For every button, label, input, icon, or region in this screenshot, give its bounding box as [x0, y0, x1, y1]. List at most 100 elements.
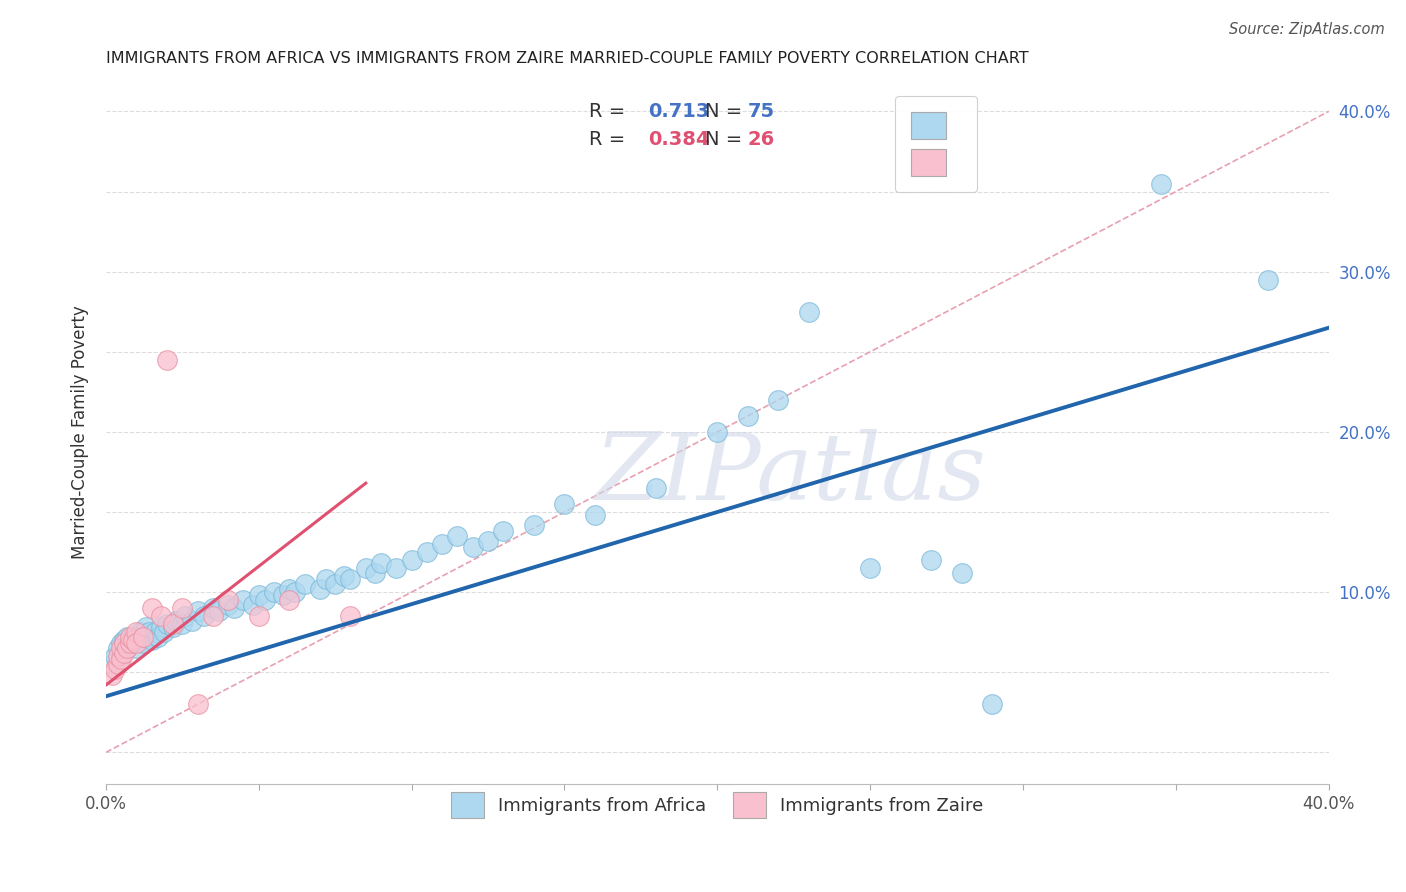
- Y-axis label: Married-Couple Family Poverty: Married-Couple Family Poverty: [72, 305, 89, 558]
- Text: R =: R =: [589, 129, 631, 149]
- Point: [217, 598, 239, 612]
- Point: [107, 649, 129, 664]
- Legend: Immigrants from Africa, Immigrants from Zaire: Immigrants from Africa, Immigrants from …: [444, 785, 991, 825]
- Point: [112, 636, 135, 650]
- Point: [278, 582, 301, 596]
- Point: [110, 641, 132, 656]
- Point: [120, 633, 142, 648]
- Point: [201, 601, 224, 615]
- Point: [981, 698, 1004, 712]
- Point: [141, 633, 163, 648]
- Point: [401, 553, 423, 567]
- Point: [110, 649, 132, 664]
- Point: [112, 641, 135, 656]
- Text: 0.713: 0.713: [648, 102, 709, 120]
- Point: [131, 630, 153, 644]
- Point: [354, 561, 377, 575]
- Point: [278, 593, 301, 607]
- Point: [271, 588, 294, 602]
- Point: [201, 609, 224, 624]
- Point: [117, 641, 139, 656]
- Point: [135, 630, 157, 644]
- Point: [143, 625, 166, 640]
- Point: [112, 646, 135, 660]
- Point: [162, 617, 184, 632]
- Point: [125, 633, 148, 648]
- Point: [101, 657, 124, 672]
- Point: [315, 572, 337, 586]
- Point: [323, 577, 346, 591]
- Point: [253, 593, 276, 607]
- Point: [242, 598, 264, 612]
- Point: [180, 614, 202, 628]
- Point: [217, 593, 239, 607]
- Point: [797, 304, 820, 318]
- Point: [174, 609, 197, 624]
- Point: [432, 537, 454, 551]
- Point: [416, 545, 439, 559]
- Point: [370, 556, 392, 570]
- Point: [224, 601, 246, 615]
- Point: [553, 497, 575, 511]
- Point: [125, 625, 148, 640]
- Point: [153, 625, 176, 640]
- Point: [492, 524, 515, 539]
- Text: 75: 75: [748, 102, 775, 120]
- Point: [117, 641, 139, 656]
- Point: [138, 625, 160, 640]
- Point: [920, 553, 942, 567]
- Point: [156, 617, 179, 632]
- Point: [117, 630, 139, 644]
- Point: [364, 566, 387, 580]
- Point: [172, 617, 194, 632]
- Point: [128, 625, 150, 640]
- Point: [122, 630, 145, 644]
- Point: [110, 636, 132, 650]
- Point: [162, 620, 184, 634]
- Text: N =: N =: [706, 102, 748, 120]
- Point: [107, 657, 129, 672]
- Point: [284, 585, 307, 599]
- Point: [385, 561, 408, 575]
- Text: N =: N =: [706, 129, 748, 149]
- Text: 0.384: 0.384: [648, 129, 709, 149]
- Point: [339, 572, 361, 586]
- Point: [477, 533, 499, 548]
- Point: [247, 609, 270, 624]
- Point: [768, 392, 790, 407]
- Point: [112, 633, 135, 648]
- Point: [120, 636, 142, 650]
- Point: [309, 582, 332, 596]
- Point: [101, 668, 124, 682]
- Point: [232, 593, 254, 607]
- Text: 26: 26: [748, 129, 775, 149]
- Text: ZIPatlas: ZIPatlas: [595, 429, 987, 519]
- Point: [187, 604, 209, 618]
- Point: [104, 662, 127, 676]
- Point: [339, 609, 361, 624]
- Point: [950, 566, 973, 580]
- Point: [333, 569, 356, 583]
- Point: [149, 620, 172, 634]
- Point: [146, 630, 169, 644]
- Point: [125, 641, 148, 656]
- Point: [263, 585, 285, 599]
- Point: [125, 636, 148, 650]
- Point: [523, 517, 546, 532]
- Point: [583, 508, 606, 523]
- Text: IMMIGRANTS FROM AFRICA VS IMMIGRANTS FROM ZAIRE MARRIED-COUPLE FAMILY POVERTY CO: IMMIGRANTS FROM AFRICA VS IMMIGRANTS FRO…: [105, 51, 1029, 66]
- Point: [120, 636, 142, 650]
- Point: [1257, 273, 1279, 287]
- Point: [859, 561, 882, 575]
- Point: [131, 636, 153, 650]
- Point: [141, 601, 163, 615]
- Point: [208, 604, 231, 618]
- Text: R =: R =: [589, 102, 631, 120]
- Point: [446, 529, 468, 543]
- Point: [193, 609, 215, 624]
- Point: [156, 352, 179, 367]
- Point: [706, 425, 728, 439]
- Point: [120, 630, 142, 644]
- Point: [294, 577, 316, 591]
- Point: [135, 620, 157, 634]
